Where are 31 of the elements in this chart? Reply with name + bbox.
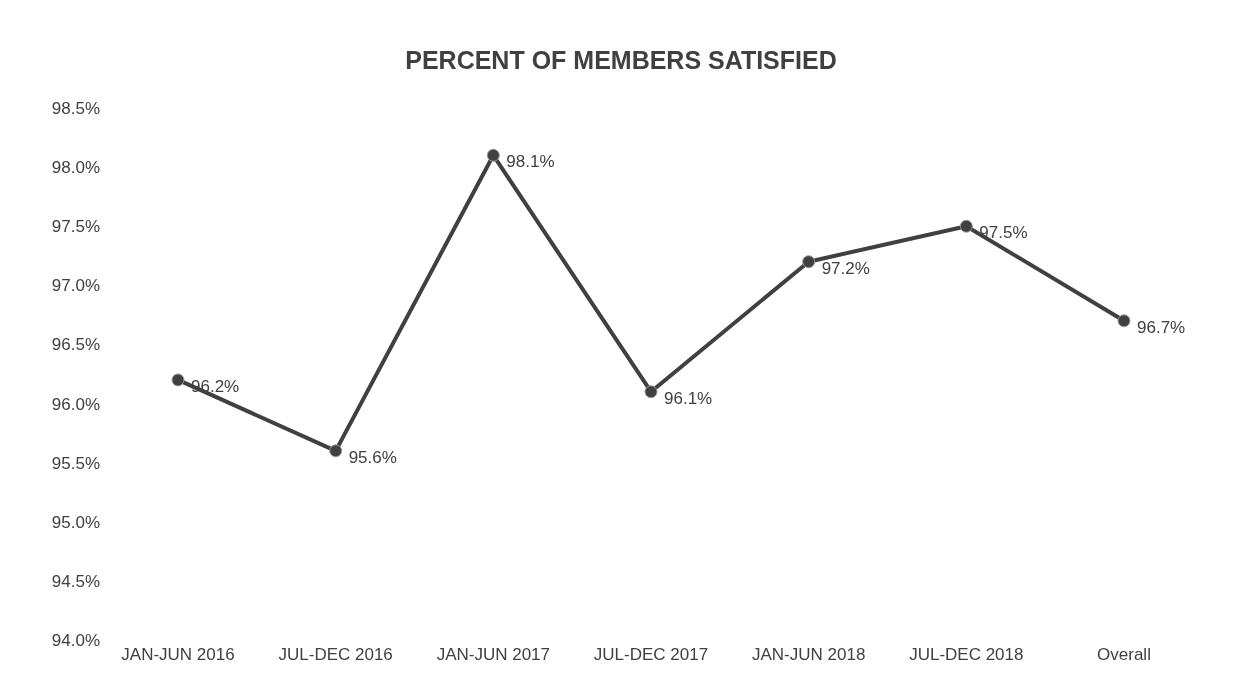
data-label: 97.2% — [821, 258, 870, 278]
data-label: 96.7% — [1137, 317, 1186, 337]
point — [486, 148, 500, 162]
x-tick-label: JAN-JUN 2016 — [121, 645, 235, 665]
y-tick-label: 96.0% — [51, 394, 100, 414]
x-tick-label: JAN-JUN 2018 — [751, 645, 866, 665]
x-tick-label: JAN-JUN 2017 — [436, 645, 551, 665]
chart-title: PERCENT OF MEMBERS SATISFIED — [404, 45, 838, 76]
point — [959, 219, 973, 233]
y-tick-label: 94.5% — [51, 571, 100, 591]
y-tick-label: 97.0% — [51, 276, 100, 296]
x-tick-label: JUL-DEC 2017 — [593, 645, 709, 665]
y-tick-label: 98.0% — [51, 158, 100, 178]
data-label: 97.5% — [979, 223, 1028, 243]
y-tick-label: 95.5% — [51, 453, 100, 473]
data-label: 96.1% — [664, 388, 713, 408]
x-tick-label: JUL-DEC 2016 — [278, 645, 393, 665]
point — [171, 373, 185, 387]
data-label: 95.6% — [348, 447, 397, 467]
y-tick-label: 95.0% — [51, 512, 100, 532]
point — [329, 444, 343, 458]
x-tick-label: JUL-DEC 2018 — [909, 645, 1024, 665]
y-tick-label: 97.5% — [51, 217, 100, 237]
y-tick-label: 98.5% — [51, 99, 100, 119]
point — [1117, 314, 1131, 328]
y-tick-label: 96.5% — [51, 335, 100, 355]
point — [644, 385, 658, 399]
point — [802, 255, 816, 269]
y-tick-label: 94.0% — [51, 631, 100, 651]
x-tick-label: Overall — [1097, 645, 1151, 665]
data-label: 98.1% — [506, 152, 555, 172]
